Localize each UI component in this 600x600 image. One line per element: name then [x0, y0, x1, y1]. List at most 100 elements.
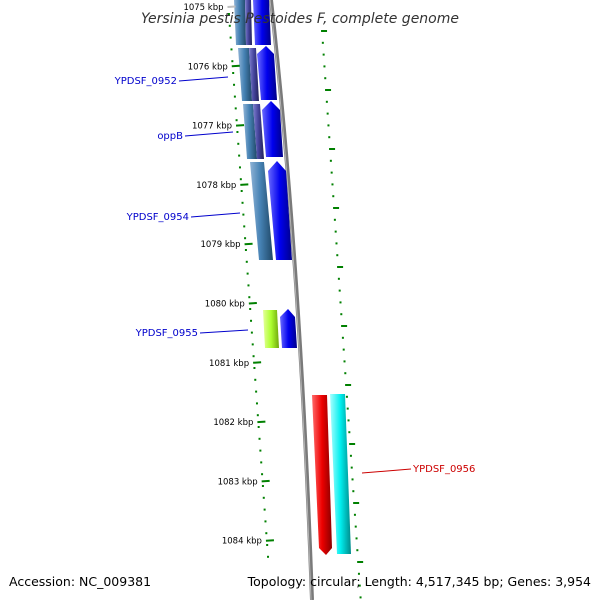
gene-oppb-body [243, 104, 257, 159]
leader-oppb [184, 131, 234, 137]
ring-dot [330, 171, 333, 174]
ring-dot [232, 72, 235, 74]
ring-dot [337, 266, 344, 268]
gene-arrow [262, 101, 283, 157]
leader-ypdsf-0954 [190, 212, 241, 218]
gene-track-outer [312, 394, 351, 555]
ring-dot [353, 513, 356, 516]
ring-dot [231, 60, 234, 63]
ring-dot [259, 449, 262, 452]
ring-dot [353, 502, 360, 504]
tick-mark [261, 479, 270, 483]
gene-ypdsf-0956 [312, 395, 332, 555]
ring-dot [350, 466, 353, 469]
ring-dot [256, 414, 259, 417]
ring-dot [325, 100, 328, 103]
tick-mark [257, 420, 266, 424]
ring-dot [328, 136, 331, 139]
ring-dot [321, 30, 328, 32]
genome-summary-text: Topology: circular; Length: 4,517,345 bp… [247, 574, 591, 589]
ring-dot [332, 195, 335, 198]
tick-mark [235, 124, 245, 127]
ring-dot [253, 367, 256, 369]
ring-dot [323, 65, 326, 68]
ring-dot [340, 313, 343, 316]
ring-dot [233, 83, 236, 86]
gene-ypdsf-0952-body-inner [249, 48, 259, 101]
ring-dot [349, 443, 356, 445]
gene-segment [245, 0, 252, 45]
gene-track-forward [253, 0, 297, 348]
ring-dot [263, 508, 266, 511]
tick-mark [248, 302, 257, 305]
ring-dot [244, 249, 247, 251]
tick-mark [244, 242, 253, 246]
ring-dot [246, 272, 249, 275]
ring-dot [321, 41, 324, 44]
ring-dot [228, 24, 231, 27]
tick-mark [240, 183, 249, 186]
gene-label-leaders [178, 76, 412, 474]
inner-dotted-ring [227, 13, 270, 558]
ring-dot [329, 159, 332, 162]
ring-dot [266, 544, 269, 546]
ring-dot [258, 437, 261, 440]
ring-dot [242, 213, 245, 216]
ring-dot [260, 461, 263, 464]
ring-dot [265, 532, 268, 535]
ring-dot [354, 525, 357, 528]
ring-dot [238, 166, 241, 169]
ring-dot [250, 319, 253, 322]
ring-dot [344, 372, 347, 375]
ring-dot [339, 301, 342, 304]
ring-dot [245, 260, 248, 263]
ring-dot [237, 142, 240, 145]
ring-dot [247, 284, 250, 287]
ring-dot [357, 561, 364, 563]
gene-arrow [253, 0, 271, 45]
gene-label: YPDSF_0955 [135, 328, 198, 339]
ring-dot [346, 407, 349, 410]
map-title: Yersinia pestis Pestoides F, complete ge… [141, 11, 459, 27]
tick-label: 1083 kbp [218, 477, 258, 487]
tick-label: 1081 kbp [209, 359, 249, 369]
ring-dot [241, 201, 244, 204]
gene-segment [234, 0, 246, 45]
gene-arrow [268, 161, 292, 260]
gene-label: YPDSF_0954 [126, 212, 189, 223]
ring-dot [236, 131, 239, 133]
ring-dot [327, 124, 330, 127]
ring-dot [262, 496, 265, 499]
ring-dot [235, 119, 238, 122]
tick-mark [253, 361, 262, 364]
ring-dot [335, 242, 338, 245]
ring-dot [234, 107, 237, 110]
ring-dot [345, 395, 348, 398]
ring-dot [352, 490, 355, 493]
ring-dot [243, 225, 246, 228]
ring-dot [230, 48, 233, 51]
ring-dot [345, 384, 352, 386]
ring-dot [351, 478, 354, 481]
tick-label: 1075 kbp [183, 3, 223, 13]
ring-dot [239, 178, 242, 181]
tick-label: 1076 kbp [188, 62, 228, 72]
ring-dot [356, 549, 359, 552]
gene-track-reverse [234, 0, 279, 348]
gene-label: oppB [157, 131, 183, 142]
ring-dot [255, 390, 258, 393]
ring-dot [261, 485, 264, 487]
ring-dot [358, 584, 361, 587]
tick-label: 1078 kbp [196, 181, 236, 191]
tick-label: 1077 kbp [192, 122, 232, 132]
outer-dotted-ring [321, 30, 364, 599]
ring-dot [347, 419, 350, 422]
ring-dot [338, 289, 341, 292]
ring-dot [261, 473, 264, 476]
ring-dot [326, 112, 329, 115]
ring-dot [254, 378, 257, 381]
tick-label: 1080 kbp [205, 300, 245, 310]
gene-arrow [280, 309, 297, 348]
gene-cyan [330, 394, 351, 554]
ring-dot [348, 431, 351, 434]
